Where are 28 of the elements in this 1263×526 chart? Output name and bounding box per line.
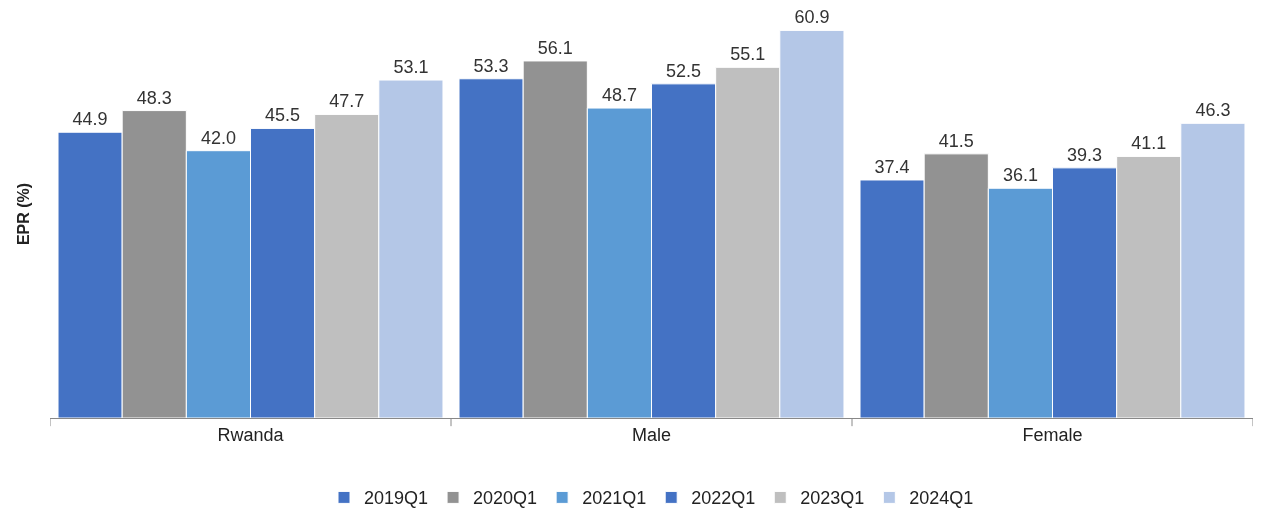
data-label: 48.7 — [601, 85, 637, 106]
legend-label: 2024Q1 — [909, 488, 974, 509]
legend-label: 2022Q1 — [691, 488, 756, 509]
legend-label: 2019Q1 — [364, 488, 429, 509]
data-label: 60.9 — [794, 7, 830, 28]
data-label: 55.1 — [730, 44, 766, 65]
data-label: 46.3 — [1195, 100, 1231, 121]
data-label: 42.0 — [200, 127, 236, 148]
legend-label: 2021Q1 — [582, 488, 647, 509]
data-label: 41.5 — [938, 130, 974, 151]
data-label: 53.1 — [393, 57, 429, 78]
data-label: 52.5 — [666, 60, 702, 81]
data-label: 48.3 — [136, 87, 172, 108]
x-tick-label: Male — [631, 424, 672, 445]
data-label: 44.9 — [72, 109, 108, 130]
data-label: 39.3 — [1067, 144, 1103, 165]
data-label: 47.7 — [329, 91, 365, 112]
legend-label: 2020Q1 — [473, 488, 538, 509]
y-axis-title: EPR (%) — [14, 182, 32, 246]
data-label: 37.4 — [874, 156, 910, 177]
x-tick-label: Female — [1022, 424, 1083, 445]
data-label: 41.1 — [1131, 133, 1167, 154]
legend-label: 2023Q1 — [800, 488, 865, 509]
data-label: 53.3 — [473, 55, 509, 76]
x-tick-label: Rwanda — [217, 424, 285, 445]
data-label: 36.1 — [1002, 165, 1038, 186]
data-label: 56.1 — [537, 37, 573, 58]
data-label: 45.5 — [265, 105, 301, 126]
